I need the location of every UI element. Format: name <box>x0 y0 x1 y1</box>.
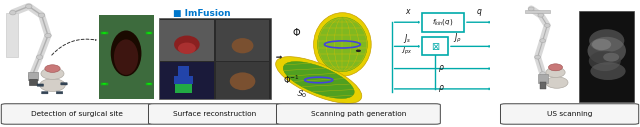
Bar <box>101 32 108 34</box>
Ellipse shape <box>45 33 51 38</box>
Ellipse shape <box>38 13 45 17</box>
Bar <box>159 18 271 99</box>
Bar <box>99 15 154 99</box>
Bar <box>146 32 152 34</box>
Ellipse shape <box>102 83 106 84</box>
Ellipse shape <box>147 32 151 34</box>
Text: x: x <box>404 7 410 16</box>
Ellipse shape <box>545 77 568 88</box>
Ellipse shape <box>548 64 563 71</box>
Ellipse shape <box>41 68 64 79</box>
Text: $J_s$: $J_s$ <box>403 32 411 45</box>
Ellipse shape <box>540 72 545 76</box>
Text: Surface reconstruction: Surface reconstruction <box>173 111 256 117</box>
Ellipse shape <box>535 55 540 59</box>
FancyBboxPatch shape <box>148 104 280 124</box>
Ellipse shape <box>29 74 35 78</box>
Ellipse shape <box>588 37 626 65</box>
Text: $\rho$: $\rho$ <box>438 83 445 94</box>
Text: Detection of surgical site: Detection of surgical site <box>31 111 123 117</box>
Ellipse shape <box>546 67 565 77</box>
Text: $\boxtimes$: $\boxtimes$ <box>431 41 440 52</box>
FancyBboxPatch shape <box>276 104 440 124</box>
Bar <box>178 66 189 80</box>
Text: $J_{px}$: $J_{px}$ <box>401 46 413 57</box>
FancyBboxPatch shape <box>42 92 48 94</box>
Ellipse shape <box>590 62 626 80</box>
Ellipse shape <box>589 29 625 52</box>
Ellipse shape <box>111 30 141 76</box>
Text: $\Phi^{-1}$: $\Phi^{-1}$ <box>283 74 300 86</box>
Bar <box>538 74 548 83</box>
Bar <box>175 84 192 93</box>
Ellipse shape <box>545 23 550 27</box>
Ellipse shape <box>230 72 255 90</box>
Ellipse shape <box>102 32 106 34</box>
Ellipse shape <box>114 39 138 75</box>
FancyBboxPatch shape <box>37 84 44 86</box>
FancyBboxPatch shape <box>56 92 63 94</box>
FancyBboxPatch shape <box>422 37 448 55</box>
Bar <box>174 76 193 84</box>
Ellipse shape <box>147 83 151 84</box>
Text: ■ ImFusion: ■ ImFusion <box>173 9 230 18</box>
Ellipse shape <box>178 43 196 54</box>
FancyBboxPatch shape <box>1 104 152 124</box>
Ellipse shape <box>26 4 32 9</box>
Bar <box>216 20 269 61</box>
Bar <box>29 79 37 85</box>
Ellipse shape <box>314 13 371 76</box>
Ellipse shape <box>317 17 367 72</box>
Text: $J_\rho$: $J_\rho$ <box>453 31 462 45</box>
Ellipse shape <box>45 65 60 72</box>
Bar <box>101 83 108 85</box>
Bar <box>540 82 546 89</box>
Bar <box>579 11 634 102</box>
Ellipse shape <box>232 38 253 53</box>
FancyBboxPatch shape <box>500 104 639 124</box>
Ellipse shape <box>10 11 16 15</box>
Ellipse shape <box>284 62 354 98</box>
Bar <box>160 20 214 61</box>
Text: Scanning path generation: Scanning path generation <box>310 111 406 117</box>
Bar <box>216 62 269 99</box>
Ellipse shape <box>540 39 545 43</box>
Ellipse shape <box>36 55 43 59</box>
Ellipse shape <box>40 79 65 91</box>
Ellipse shape <box>592 39 611 50</box>
Bar <box>160 62 214 99</box>
Ellipse shape <box>174 36 200 53</box>
Ellipse shape <box>589 51 621 71</box>
Text: US scanning: US scanning <box>547 111 592 117</box>
Text: $\Phi$: $\Phi$ <box>292 26 301 38</box>
FancyBboxPatch shape <box>422 13 464 32</box>
Bar <box>146 83 152 85</box>
Ellipse shape <box>538 13 543 17</box>
FancyBboxPatch shape <box>61 83 67 85</box>
Text: $f_{kin}(q)$: $f_{kin}(q)$ <box>432 17 454 27</box>
Bar <box>6 13 18 57</box>
Text: $\mathcal{S}_0$: $\mathcal{S}_0$ <box>296 89 308 100</box>
Text: $\rho$: $\rho$ <box>438 63 445 74</box>
Ellipse shape <box>356 50 361 52</box>
Bar <box>28 72 38 80</box>
Ellipse shape <box>528 7 534 11</box>
Text: q: q <box>476 7 481 16</box>
Bar <box>525 10 550 13</box>
Ellipse shape <box>276 57 362 103</box>
Ellipse shape <box>603 53 619 62</box>
